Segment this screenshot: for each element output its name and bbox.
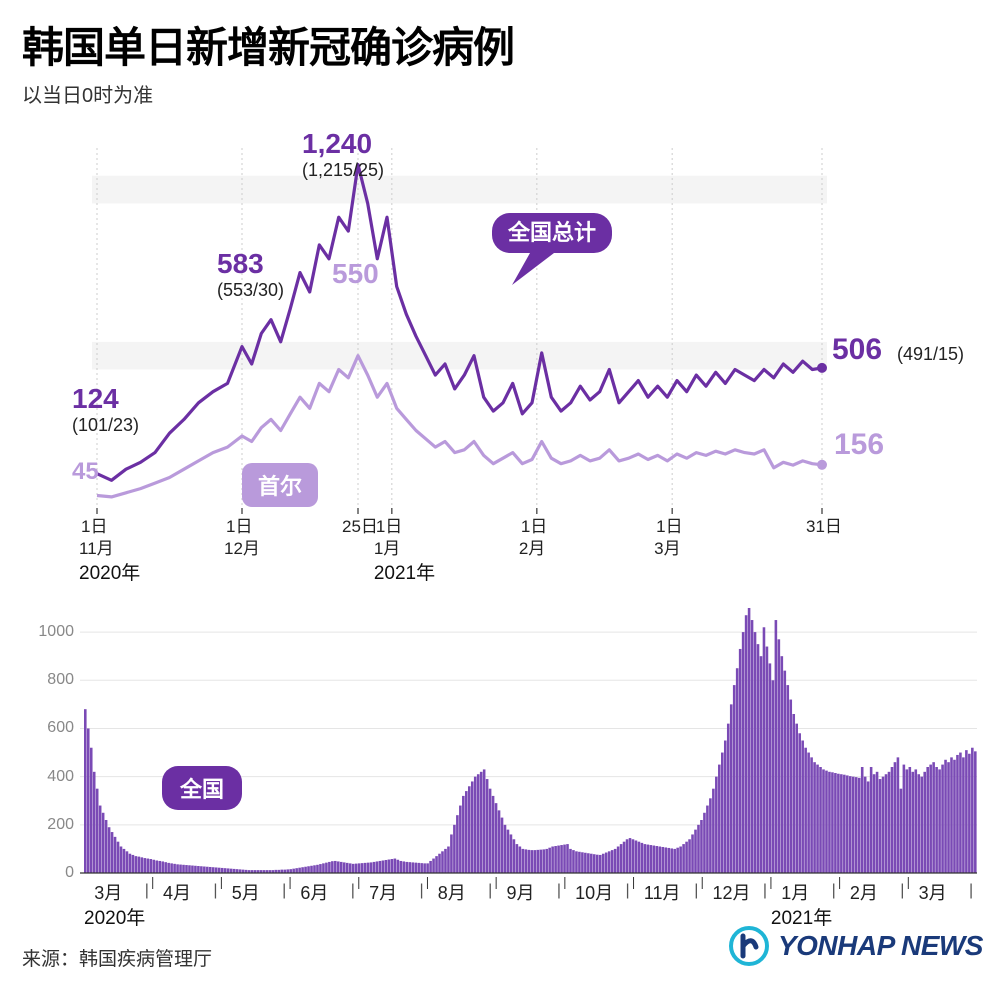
svg-text:全国总计: 全国总计 <box>507 220 596 245</box>
svg-text:|: | <box>763 882 767 899</box>
bottom-ytick-600: 600 <box>34 719 74 737</box>
svg-text:|: | <box>900 882 904 899</box>
bottom-month-3: 6月 <box>300 879 328 905</box>
peak-label-0: 124 <box>72 383 119 415</box>
peak-sub-2: (1,215/25) <box>302 160 384 181</box>
start-label: 45 <box>72 458 99 486</box>
peak-sub-1: (553/30) <box>217 280 284 301</box>
bottom-year-0: 2020年 <box>84 903 145 930</box>
top-tick-day-2: 25日 <box>342 512 378 537</box>
top-year-0: 2020年 <box>79 558 140 585</box>
top-tick-month-0: 11月 <box>79 534 114 559</box>
peak-label-1: 583 <box>217 248 264 280</box>
national-pill: 全国 <box>162 766 242 810</box>
logo: YONHAP NEWS <box>728 925 983 967</box>
bottom-month-9: 12月 <box>713 879 751 905</box>
svg-text:|: | <box>557 882 561 899</box>
svg-text:|: | <box>351 882 355 899</box>
end-sub-0: (491/15) <box>897 344 964 365</box>
svg-text:|: | <box>969 882 973 899</box>
top-year-1: 2021年 <box>374 558 435 585</box>
svg-text:|: | <box>626 882 630 899</box>
svg-text:|: | <box>832 882 836 899</box>
top-tick-month-4: 2月 <box>519 534 545 559</box>
bottom-month-7: 10月 <box>575 879 613 905</box>
bottom-ytick-400: 400 <box>34 768 74 786</box>
bottom-ytick-1000: 1000 <box>34 623 74 641</box>
logo-text: YONHAP NEWS <box>778 930 983 962</box>
bottom-month-2: 5月 <box>232 879 260 905</box>
source-text: 来源：韩国疾病管理厅 <box>22 944 212 971</box>
top-tick-day-6: 31日 <box>806 512 842 537</box>
top-tick-month-3: 1月 <box>374 534 400 559</box>
page-title: 韩国单日新增新冠确诊病例 <box>22 14 983 75</box>
top-tick-month-5: 3月 <box>654 534 680 559</box>
end-label-0: 506 <box>832 333 882 367</box>
bottom-bar-chart: | | | | | | | | | | | | | <box>22 588 982 918</box>
svg-text:|: | <box>282 882 286 899</box>
chart-area: 全国总计 | | | | | | | | | | | | | 首尔 124(101/23) 583(553/… <box>22 118 982 938</box>
bottom-ytick-0: 0 <box>34 864 74 882</box>
bottom-month-11: 2月 <box>850 879 878 905</box>
bottom-month-1: 4月 <box>163 879 191 905</box>
peak-label-3: 550 <box>332 258 379 290</box>
peak-label-2: 1,240 <box>302 128 372 160</box>
svg-text:|: | <box>213 882 217 899</box>
end-label-1: 156 <box>834 428 884 462</box>
bottom-month-5: 8月 <box>438 879 466 905</box>
svg-text:|: | <box>145 882 149 899</box>
bottom-month-0: 3月 <box>94 879 122 905</box>
bottom-month-12: 3月 <box>919 879 947 905</box>
bottom-ytick-200: 200 <box>34 816 74 834</box>
top-tick-month-1: 12月 <box>224 534 260 559</box>
bottom-ytick-800: 800 <box>34 671 74 689</box>
seoul-pill: 首尔 <box>242 463 318 507</box>
subtitle: 以当日0时为准 <box>22 79 983 108</box>
svg-text:|: | <box>694 882 698 899</box>
bottom-month-6: 9月 <box>506 879 534 905</box>
bottom-month-8: 11月 <box>644 879 681 905</box>
svg-text:|: | <box>488 882 492 899</box>
svg-text:|: | <box>419 882 423 899</box>
bottom-month-4: 7月 <box>369 879 397 905</box>
bottom-month-10: 1月 <box>781 879 809 905</box>
peak-sub-0: (101/23) <box>72 415 139 436</box>
